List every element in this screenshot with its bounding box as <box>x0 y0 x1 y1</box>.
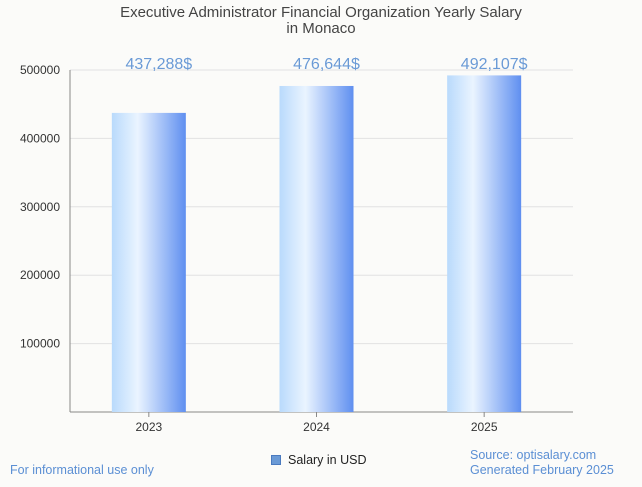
y-tick-label: 200000 <box>20 268 60 282</box>
bar <box>447 75 522 413</box>
y-tick-label: 300000 <box>20 200 60 214</box>
data-label: 492,107$ <box>461 56 528 73</box>
bar <box>111 112 186 412</box>
y-tick-label: 500000 <box>20 63 60 77</box>
y-tick-label: 100000 <box>20 337 60 351</box>
x-tick-label: 2024 <box>303 420 330 434</box>
y-tick-label: 400000 <box>20 131 60 145</box>
chart-subtitle: in Monaco <box>286 20 356 37</box>
chart-title: Executive Administrator Financial Organi… <box>120 4 522 21</box>
legend-swatch-icon <box>271 455 281 465</box>
x-tick-label: 2025 <box>471 420 498 434</box>
bar <box>279 85 354 413</box>
generated-text: Generated February 2025 <box>470 463 614 477</box>
data-label: 476,644$ <box>293 56 360 73</box>
legend-label: Salary in USD <box>288 453 367 467</box>
data-label: 437,288$ <box>125 56 192 73</box>
x-tick-label: 2023 <box>135 420 162 434</box>
legend: Salary in USD <box>271 453 367 467</box>
source-text: Source: optisalary.com <box>470 448 597 462</box>
disclaimer-text: For informational use only <box>10 463 154 477</box>
